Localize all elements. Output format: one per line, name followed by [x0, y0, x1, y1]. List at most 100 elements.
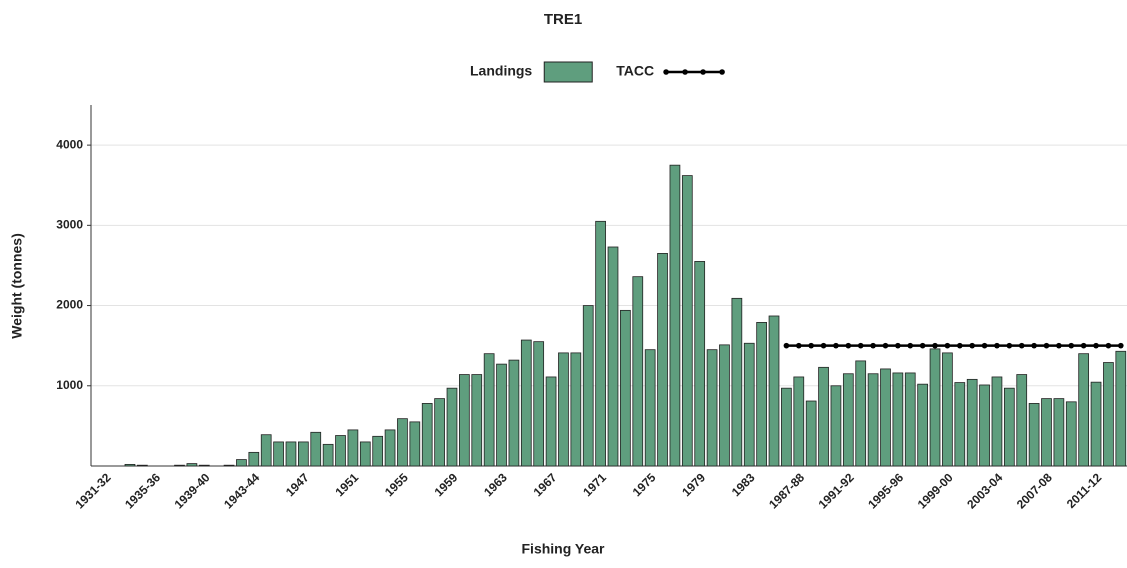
legend-label: Landings — [470, 63, 532, 79]
bar — [533, 341, 545, 467]
bar — [855, 360, 867, 467]
legend-swatch — [543, 61, 593, 83]
bar — [1041, 398, 1052, 467]
bar — [768, 315, 780, 467]
line-marker — [932, 342, 938, 349]
bar — [929, 348, 941, 467]
bar — [124, 463, 136, 467]
bar — [446, 387, 458, 467]
legend-marker — [663, 69, 669, 75]
legend-label: TACC — [616, 63, 654, 79]
bar — [223, 464, 235, 467]
bar — [620, 309, 631, 467]
line-marker — [1068, 342, 1075, 349]
bar — [669, 164, 681, 467]
bar — [1016, 374, 1028, 467]
bar — [842, 373, 854, 467]
bar — [1103, 362, 1114, 467]
bar — [657, 253, 668, 467]
bar — [942, 352, 953, 467]
x-tick-label: 1967 — [531, 470, 560, 499]
line-marker — [857, 342, 864, 349]
bar — [706, 349, 718, 467]
x-tick-label: 1995-96 — [865, 470, 906, 511]
bar — [632, 276, 644, 467]
bar — [174, 464, 185, 467]
legend-marker — [700, 69, 706, 75]
line-marker — [1043, 342, 1050, 349]
x-tick-label: 1975 — [630, 470, 659, 499]
bar — [483, 353, 495, 467]
bar — [471, 374, 483, 467]
bar — [236, 459, 247, 467]
line-marker — [1006, 342, 1013, 349]
bar — [347, 429, 359, 467]
x-tick-label: 1939-40 — [172, 470, 213, 511]
bar — [880, 368, 891, 467]
line-marker — [919, 342, 926, 349]
x-tick-label: 1991-92 — [816, 470, 857, 511]
x-tick-label: 2003-04 — [964, 470, 1005, 511]
bar — [756, 322, 767, 467]
line-marker — [969, 342, 975, 349]
line-marker — [882, 342, 889, 349]
legend-marker — [682, 69, 688, 75]
bar — [595, 220, 606, 467]
bar — [372, 435, 384, 467]
bar — [1078, 353, 1090, 467]
x-axis-title: Fishing Year — [522, 541, 606, 557]
bar — [1053, 398, 1065, 467]
x-tick-label: 1963 — [481, 470, 510, 499]
line-marker — [1080, 342, 1087, 349]
line-marker — [895, 342, 901, 349]
bar — [298, 441, 309, 467]
bar — [743, 342, 755, 467]
bar — [991, 376, 1003, 467]
x-tick-label: 1935-36 — [122, 470, 163, 511]
line-marker — [845, 342, 852, 349]
bar — [496, 363, 507, 467]
bar — [694, 261, 706, 467]
line-marker — [820, 342, 827, 349]
line-marker — [795, 342, 802, 349]
bar — [719, 344, 730, 467]
line-marker — [1031, 342, 1037, 349]
bar — [384, 429, 396, 467]
bar — [966, 378, 978, 467]
bar — [198, 464, 210, 467]
bar — [681, 175, 693, 467]
bar — [310, 431, 322, 467]
y-tick-label: 4000 — [56, 137, 83, 151]
x-tick-label: 1999-00 — [915, 470, 956, 511]
x-tick-label: 1951 — [332, 470, 361, 499]
line-marker — [870, 342, 876, 349]
bar — [558, 352, 569, 467]
y-tick-label: 3000 — [56, 218, 83, 232]
bar — [359, 441, 371, 467]
bar — [322, 443, 334, 467]
line-marker — [907, 342, 914, 349]
legend: Landings TACC — [470, 61, 725, 83]
line-marker — [808, 342, 814, 349]
line-marker — [833, 342, 839, 349]
bar — [917, 383, 928, 467]
bar — [248, 451, 260, 467]
x-tick-label: 1983 — [729, 470, 758, 499]
bar — [434, 398, 445, 467]
bar — [1090, 381, 1102, 467]
bar — [904, 372, 916, 467]
line-marker — [1093, 342, 1099, 349]
x-tick-label: 1971 — [580, 470, 609, 499]
bar — [644, 349, 656, 467]
bar — [1028, 403, 1040, 467]
line-marker — [1118, 342, 1124, 349]
line-marker — [1018, 342, 1025, 349]
bar — [520, 339, 532, 467]
y-axis-title: Weight (tonnes) — [9, 233, 25, 339]
bar — [582, 305, 594, 467]
bar — [545, 376, 557, 467]
y-tick-label: 1000 — [56, 378, 83, 392]
bar — [136, 464, 148, 467]
bar — [285, 441, 297, 467]
